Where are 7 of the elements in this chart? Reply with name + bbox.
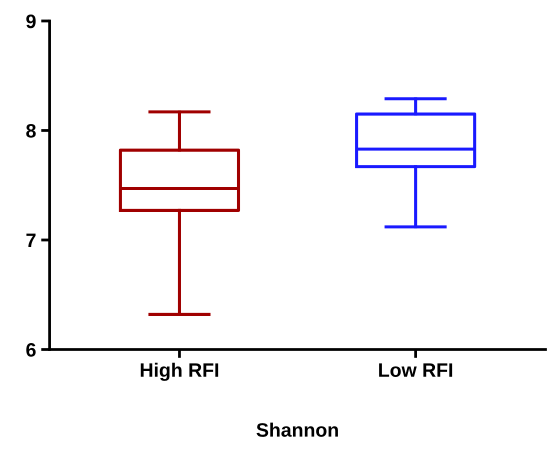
x-axis-title: Shannon	[256, 422, 338, 437]
y-tick-label: 6	[26, 342, 36, 357]
x-tick-label: Low RFI	[379, 363, 452, 377]
y-tick-label: 8	[26, 124, 36, 138]
x-tick-label: High RFI	[140, 362, 218, 381]
y-tick-label: 7	[26, 234, 36, 248]
y-tick-label: 9	[26, 14, 36, 28]
